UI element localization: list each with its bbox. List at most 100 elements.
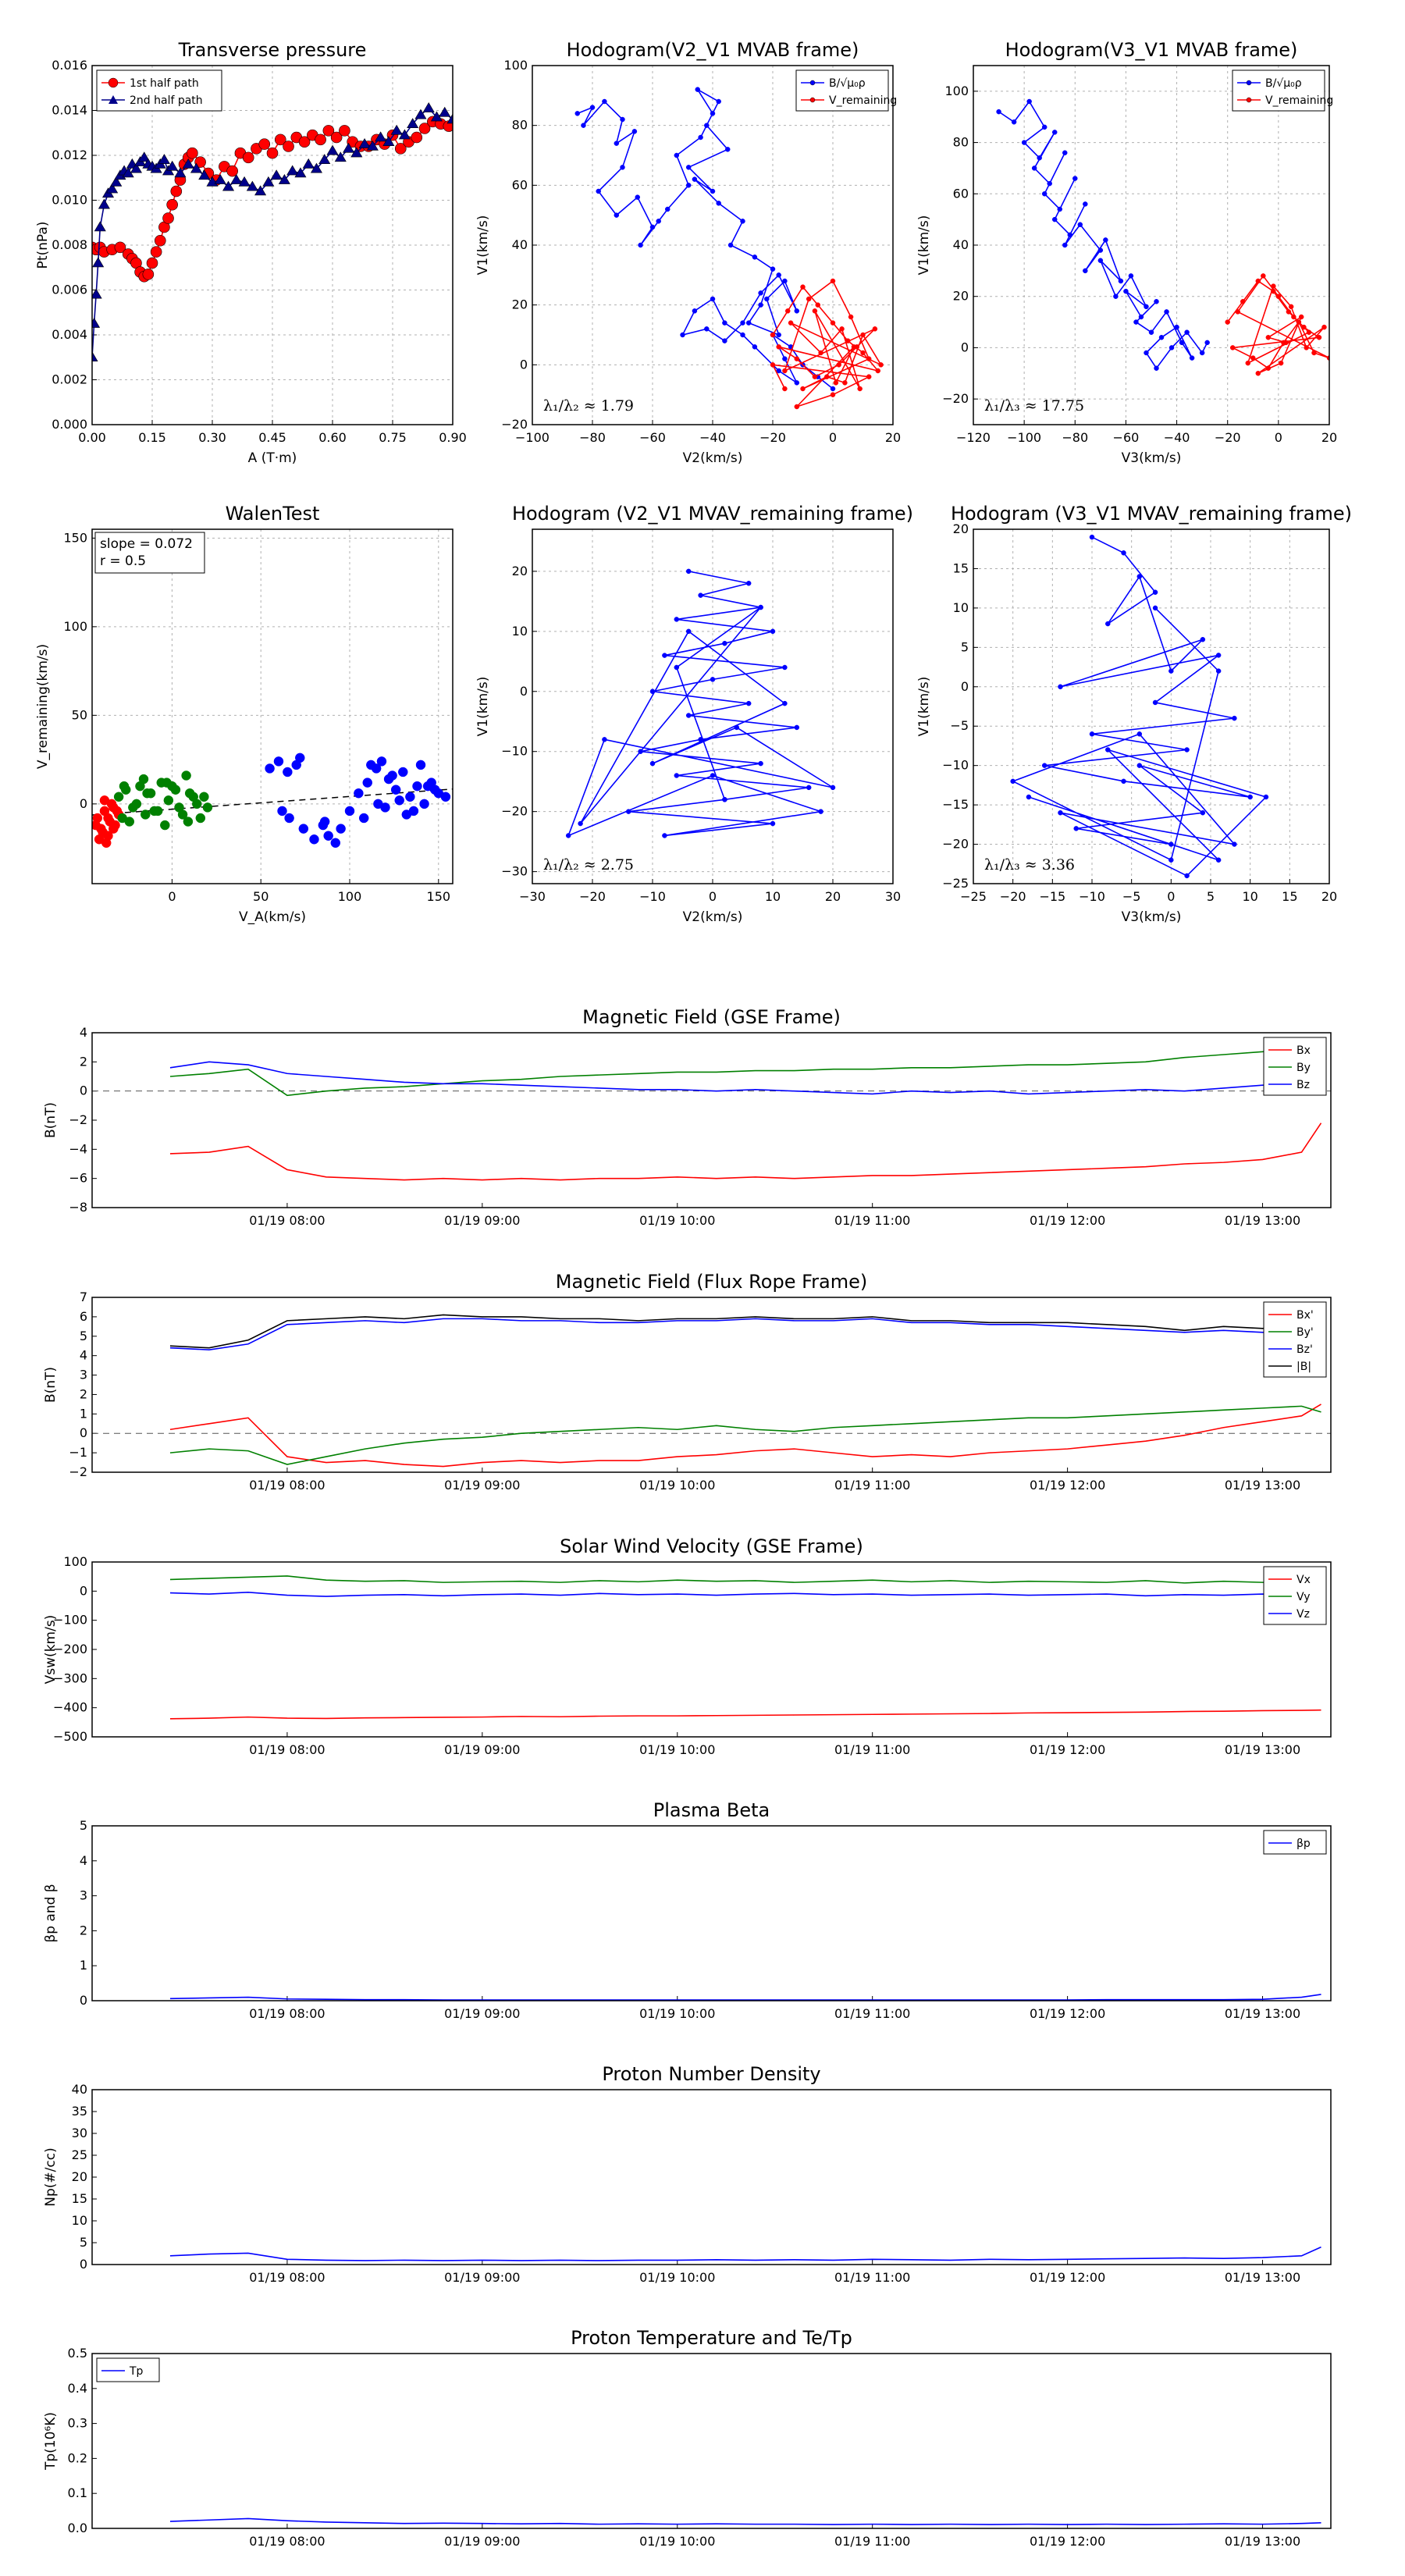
data-point xyxy=(776,344,781,350)
stats-box xyxy=(94,532,205,574)
chart-title: Proton Number Density xyxy=(602,2063,820,2085)
data-point xyxy=(1105,621,1111,627)
data-point xyxy=(1062,242,1068,248)
y-axis-label: Tp(10⁶K) xyxy=(43,2412,59,2471)
plot-area xyxy=(92,753,453,849)
data-point xyxy=(187,147,198,159)
chart-title: Magnetic Field (GSE Frame) xyxy=(582,1006,841,1028)
data-point xyxy=(782,278,788,284)
series-line xyxy=(567,571,834,837)
x-tick-label: 0.15 xyxy=(138,430,166,445)
plot-frame xyxy=(973,528,1330,884)
data-point xyxy=(198,169,211,180)
series-line xyxy=(169,1709,1321,1720)
data-point xyxy=(794,356,800,361)
y-tick-label: 30 xyxy=(72,2126,87,2140)
data-point xyxy=(182,158,194,169)
data-point xyxy=(1037,155,1042,161)
data-point xyxy=(419,799,429,809)
legend-label: 2nd half path xyxy=(130,94,203,107)
data-point xyxy=(740,332,745,338)
plot-frame xyxy=(91,2089,1332,2265)
x-tick-label: −20 xyxy=(1000,889,1026,904)
x-tick-label: 01/19 13:00 xyxy=(1225,1213,1300,1228)
data-point xyxy=(322,125,335,137)
x-tick-label: 10 xyxy=(765,889,781,904)
y-tick-label: 0.008 xyxy=(52,237,87,252)
data-point xyxy=(764,296,770,302)
data-point xyxy=(119,781,130,792)
series-line xyxy=(169,1575,1321,1585)
data-point xyxy=(1058,809,1063,816)
data-point xyxy=(602,737,607,742)
data-point xyxy=(394,795,404,806)
data-point xyxy=(830,392,836,397)
data-point xyxy=(1152,605,1158,611)
data-point xyxy=(366,140,379,151)
data-point xyxy=(758,290,763,296)
data-point xyxy=(283,141,294,152)
x-tick-label: 01/19 10:00 xyxy=(639,1213,715,1228)
x-tick-label: 01/19 08:00 xyxy=(249,1213,325,1228)
y-axis-label: V1(km/s) xyxy=(916,215,932,276)
data-point xyxy=(782,700,788,706)
y-tick-label: 0.3 xyxy=(68,2416,87,2431)
y-tick-label: −2 xyxy=(69,1464,87,1479)
data-point xyxy=(158,154,170,164)
data-point xyxy=(740,219,745,224)
chart-panel-8: Magnetic Field (Flux Rope Frame) −2 −1 0 1 2 3… xyxy=(43,1271,1332,1493)
data-point xyxy=(851,344,857,350)
data-point xyxy=(330,838,341,849)
data-point xyxy=(1154,299,1159,304)
data-point xyxy=(1184,873,1190,879)
data-point xyxy=(1026,98,1032,105)
data-point xyxy=(770,628,776,635)
data-point xyxy=(1204,340,1210,346)
data-point xyxy=(1010,778,1016,785)
x-tick-label: 01/19 08:00 xyxy=(249,2534,325,2549)
data-point xyxy=(776,272,781,278)
data-point xyxy=(782,368,788,374)
x-tick-label: 0.75 xyxy=(379,430,407,445)
x-tick-label: 01/19 10:00 xyxy=(639,2006,715,2021)
x-tick-label: 01/19 12:00 xyxy=(1030,2270,1105,2285)
data-point xyxy=(782,356,788,361)
data-point xyxy=(1083,268,1088,274)
data-point xyxy=(258,138,271,150)
data-point xyxy=(1215,668,1222,674)
chart-panel-4: WalenTest 0 50 100 150 0 50 100 150 V_A(km/s) V_re… xyxy=(35,503,454,925)
x-tick-label: −25 xyxy=(960,889,987,904)
data-point xyxy=(138,151,151,162)
y-axis-label: Vsw(km/s) xyxy=(43,1615,59,1685)
data-point xyxy=(848,314,854,320)
y-tick-label: −30 xyxy=(501,864,528,879)
data-point xyxy=(1123,288,1129,294)
data-point xyxy=(230,174,243,184)
y-axis-label: Np(#/cc) xyxy=(43,2147,59,2206)
chart-panel-11: Proton Number Density 0 5 10 15 20 25 30 35 40 01/… xyxy=(43,2063,1332,2285)
legend-box xyxy=(1263,1566,1327,1625)
data-point xyxy=(319,817,330,827)
data-point xyxy=(162,777,172,788)
data-point xyxy=(782,664,788,671)
data-point xyxy=(860,332,866,338)
plot-frame xyxy=(532,65,894,425)
data-point xyxy=(674,152,680,158)
x-tick-label: 01/19 12:00 xyxy=(1030,2534,1105,2549)
x-tick-label: −20 xyxy=(759,430,786,445)
data-point xyxy=(830,278,836,284)
data-point xyxy=(845,338,851,343)
data-point xyxy=(150,246,162,258)
data-point xyxy=(323,831,333,841)
data-point xyxy=(183,817,194,827)
data-point xyxy=(614,212,620,218)
data-point xyxy=(866,374,872,379)
data-point xyxy=(1199,350,1205,356)
data-point xyxy=(1200,636,1206,642)
data-point xyxy=(740,320,745,326)
legend-box xyxy=(1232,69,1325,112)
x-tick-label: −30 xyxy=(519,889,546,904)
data-point xyxy=(108,824,119,834)
x-tick-label: 01/19 13:00 xyxy=(1225,1742,1300,1757)
x-tick-label: 01/19 08:00 xyxy=(249,1742,325,1757)
